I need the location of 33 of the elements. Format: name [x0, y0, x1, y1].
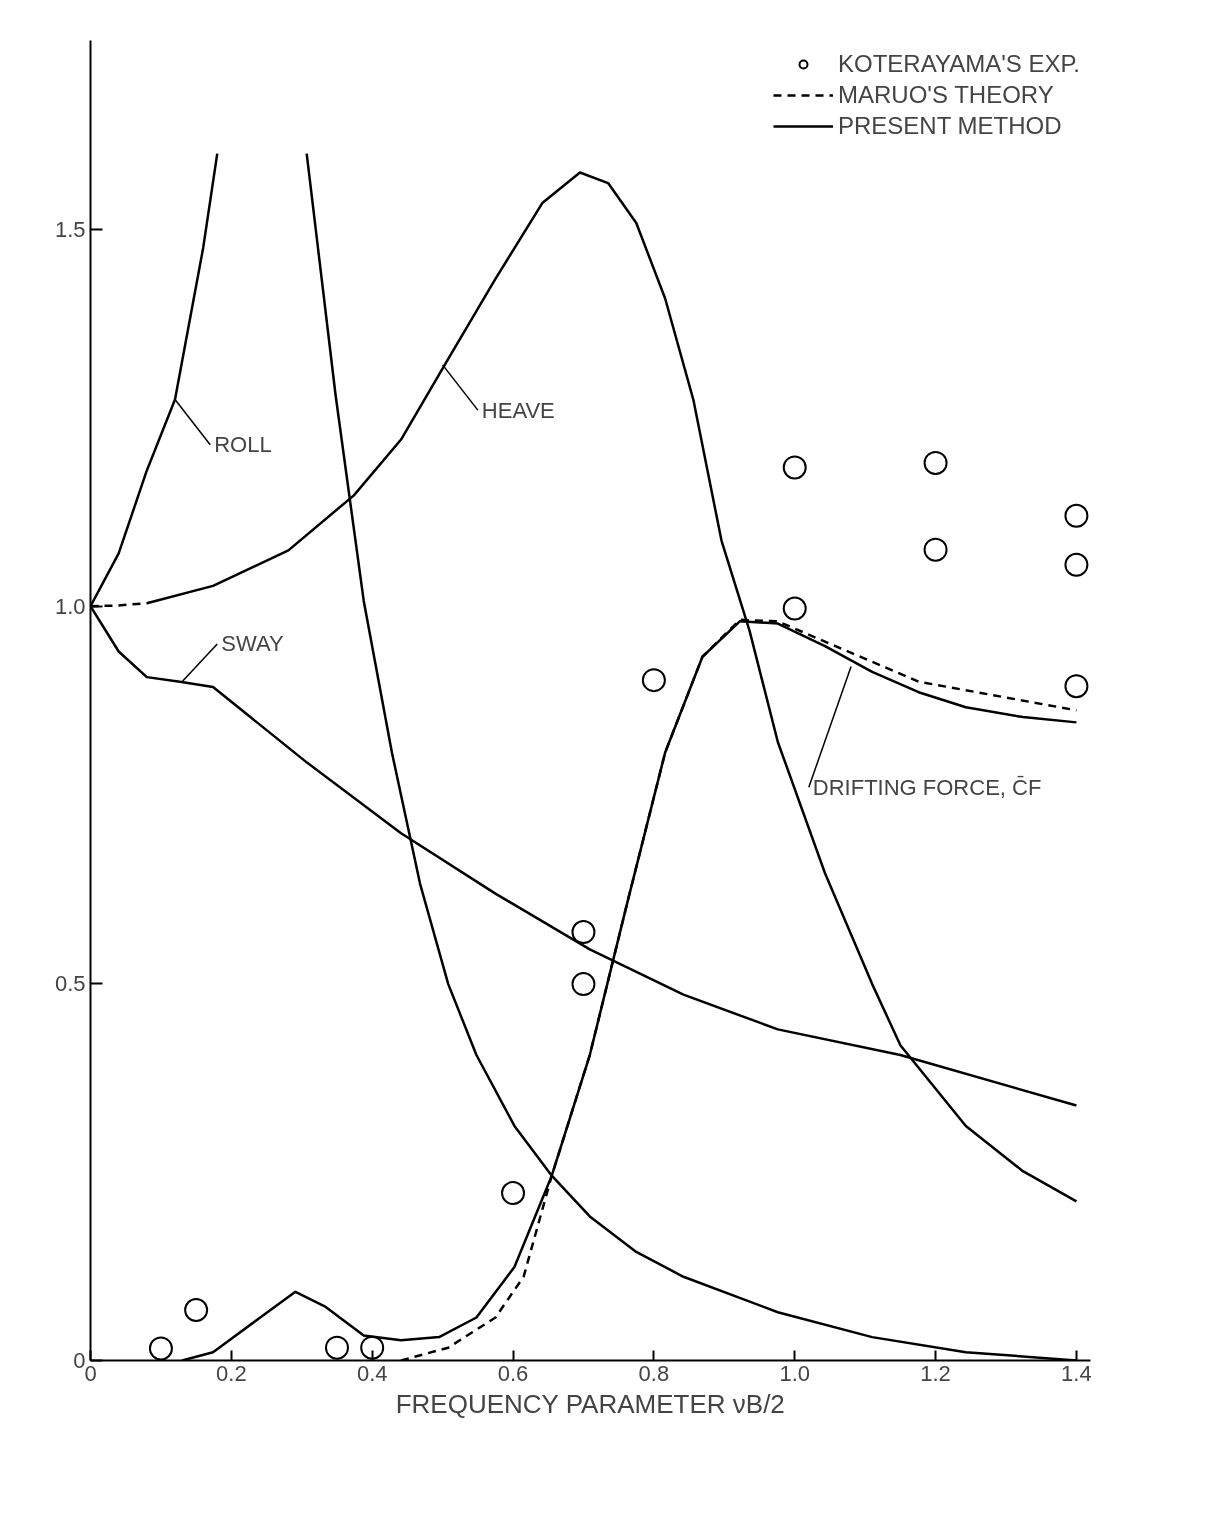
- point: [923, 537, 948, 562]
- x-tick-label: 1.0: [779, 1360, 811, 1386]
- x-tick-label: 0.8: [638, 1360, 670, 1386]
- legend-label: MARUO'S THEORY: [838, 81, 1054, 109]
- y-tick-label: 1.0: [54, 593, 86, 619]
- point: [184, 1297, 209, 1322]
- x-tick-label: 0.6: [497, 1360, 529, 1386]
- y-tick-label: 0.5: [54, 970, 86, 996]
- point: [1064, 503, 1089, 528]
- point: [571, 972, 596, 997]
- point: [360, 1335, 385, 1360]
- point: [148, 1336, 173, 1361]
- point: [782, 455, 807, 480]
- point: [641, 668, 666, 693]
- point: [1064, 552, 1089, 577]
- annotation: DRIFTING FORCE, C̄F: [812, 774, 1042, 800]
- annotation: SWAY: [221, 631, 284, 657]
- point: [782, 596, 807, 621]
- point: [501, 1181, 526, 1206]
- x-tick-label: 0.4: [356, 1360, 388, 1386]
- y-tick-label: 1.5: [54, 216, 86, 242]
- annotation: HEAVE: [481, 397, 555, 423]
- point: [571, 920, 596, 945]
- x-axis-title: FREQUENCY PARAMETER νB/2: [395, 1388, 785, 1419]
- point: [1064, 674, 1089, 699]
- x-tick-label: 1.4: [1061, 1360, 1092, 1386]
- x-tick-label: 0.2: [216, 1360, 247, 1386]
- point: [324, 1335, 349, 1360]
- x-tick-label: 1.2: [920, 1360, 951, 1386]
- legend-label: KOTERAYAMA'S EXP.: [838, 50, 1080, 78]
- legend-label: PRESENT METHOD: [838, 112, 1062, 140]
- annotation: ROLL: [214, 432, 272, 458]
- point: [923, 450, 948, 475]
